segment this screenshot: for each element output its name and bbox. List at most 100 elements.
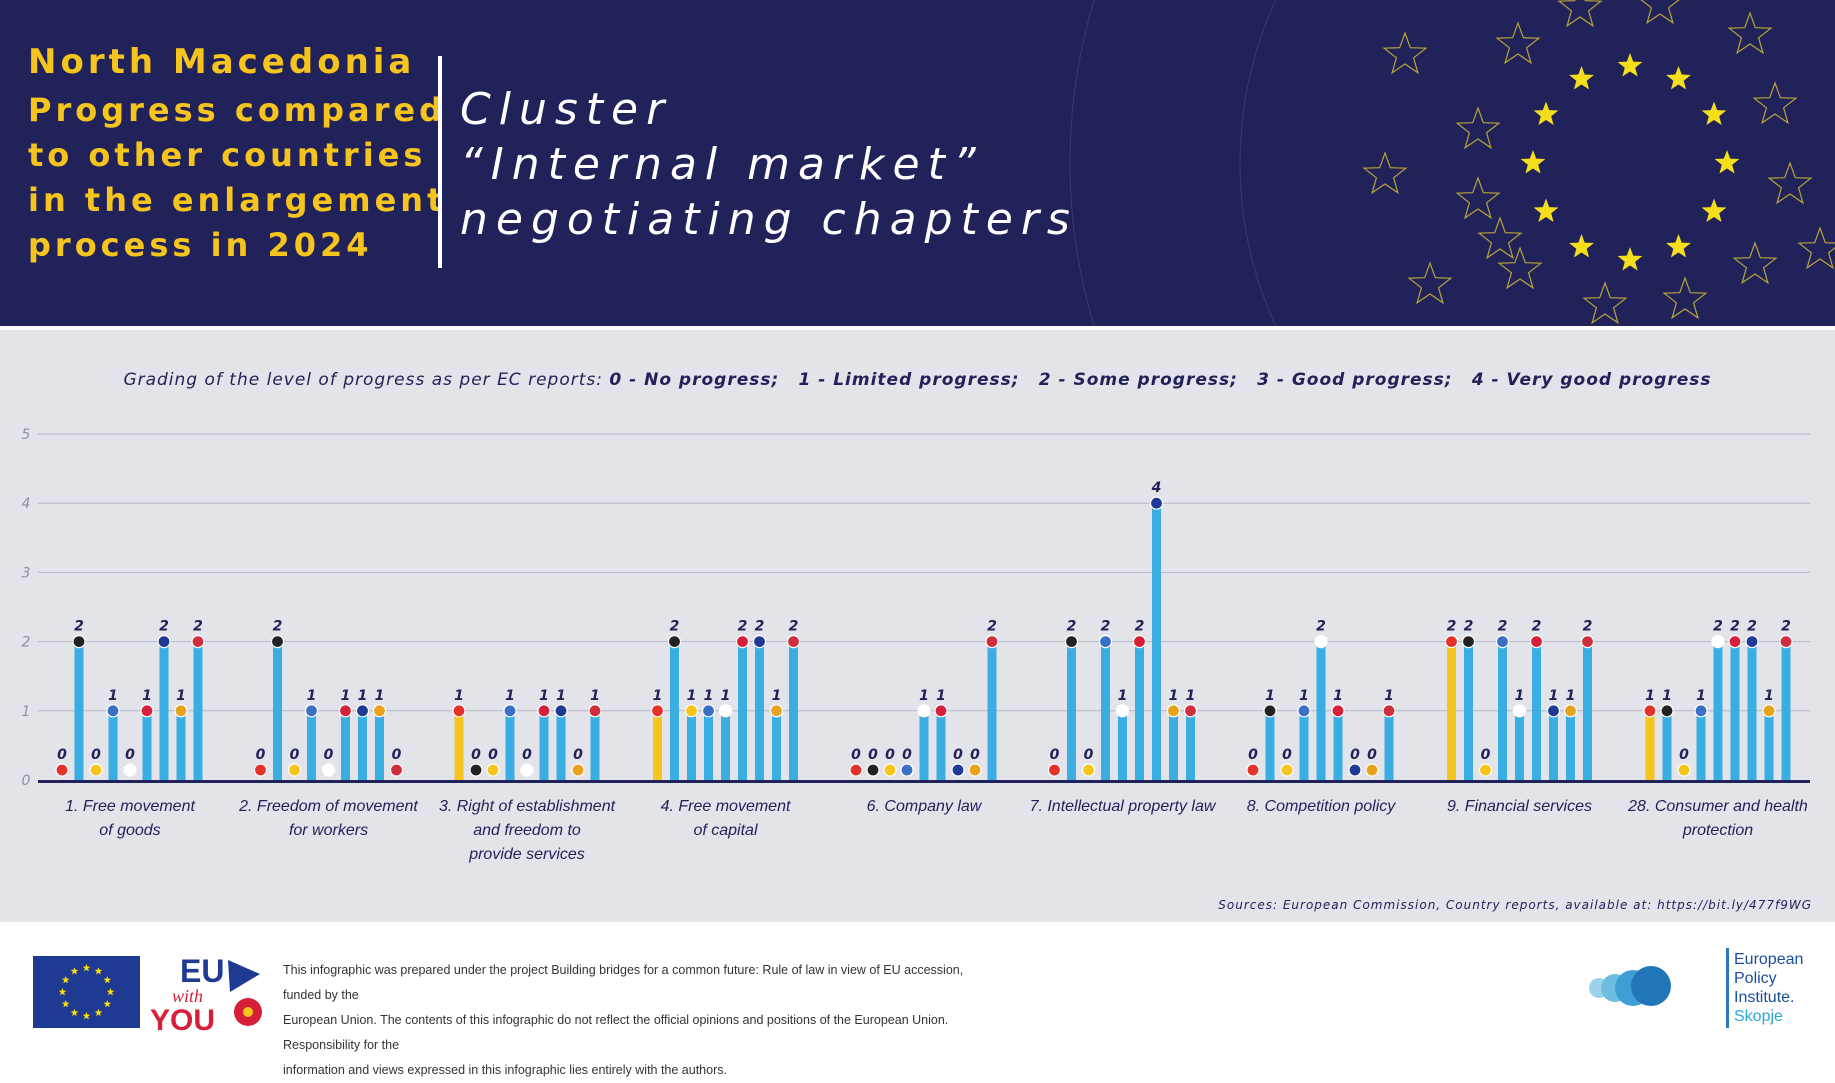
bar xyxy=(74,641,84,780)
bar xyxy=(1186,710,1195,780)
country-flag-marker xyxy=(486,763,500,777)
legend-grade-4: 4 - Very good progress xyxy=(1471,370,1712,390)
disclaimer-line: This infographic was prepared under the … xyxy=(283,963,964,1002)
bar-value-label: 0 xyxy=(125,747,135,763)
bar-value-label: 1 xyxy=(1515,688,1525,704)
bar xyxy=(1730,641,1740,780)
epi-line: European xyxy=(1734,951,1804,968)
country-flag-marker xyxy=(1132,635,1147,649)
bar xyxy=(375,710,384,780)
bar-value-label: 1 xyxy=(176,688,186,704)
bar-value-label: 1 xyxy=(556,688,566,704)
bar xyxy=(1532,641,1541,780)
country-flag-marker xyxy=(684,704,699,718)
bar-value-label: 2 xyxy=(1730,619,1740,635)
category-label: protection xyxy=(1682,822,1753,839)
bar-value-label: 0 xyxy=(953,747,963,763)
country-flag-marker xyxy=(72,635,86,649)
country-flag-marker xyxy=(1166,704,1181,718)
bar-value-label: 0 xyxy=(970,747,980,763)
country-flag-marker xyxy=(1660,704,1674,718)
country-flag-marker xyxy=(769,704,784,718)
country-flag-marker xyxy=(537,704,551,718)
euwy-you: YOU xyxy=(150,1004,215,1032)
bar-value-label: 0 xyxy=(57,747,67,763)
bar-value-label: 1 xyxy=(936,688,946,704)
country-flag-marker xyxy=(883,763,897,777)
bar-value-label: 1 xyxy=(1265,688,1275,704)
country-flag-marker xyxy=(1745,635,1759,649)
country-flag-marker xyxy=(1643,704,1657,718)
bar-value-label: 1 xyxy=(1549,688,1559,704)
legend-grade-2: 2 - Some progress; xyxy=(1038,370,1238,390)
country-flag-marker xyxy=(106,704,120,718)
outline-star-icon xyxy=(1477,216,1523,260)
bar xyxy=(1764,710,1774,780)
y-tick-label: 1 xyxy=(22,704,31,720)
bar xyxy=(1696,710,1706,780)
outline-star-icon xyxy=(1407,261,1453,305)
bar xyxy=(1299,710,1309,780)
bar-value-label: 1 xyxy=(590,688,600,704)
category-label: 7. Intellectual property law xyxy=(1030,798,1217,815)
bar-value-label: 1 xyxy=(358,688,368,704)
country-flag-marker xyxy=(667,635,682,649)
outline-star-icon xyxy=(1582,281,1628,325)
outline-star-icon xyxy=(1640,0,1680,25)
bar xyxy=(341,710,350,780)
bar-value-label: 2 xyxy=(1101,619,1111,635)
bar-value-label: 2 xyxy=(1447,619,1457,635)
category-label: 9. Financial services xyxy=(1447,798,1592,815)
bar xyxy=(1464,641,1473,780)
category-label: for workers xyxy=(289,822,368,839)
outline-star-icon xyxy=(1767,161,1813,205)
country-flag-marker xyxy=(452,704,466,718)
bar-value-label: 1 xyxy=(142,688,152,704)
country-flag-marker xyxy=(1728,635,1742,649)
euwy-with: with xyxy=(172,986,203,1006)
country-flag-marker xyxy=(89,763,103,777)
bar xyxy=(1135,641,1144,780)
country-flag-marker xyxy=(1762,704,1776,718)
grading-legend: Grading of the level of progress as per … xyxy=(0,370,1835,390)
country-flag-marker xyxy=(985,635,999,649)
bar-value-label: 0 xyxy=(1481,747,1491,763)
country-title: North Macedonia xyxy=(28,42,416,82)
bar xyxy=(919,710,929,780)
category-label: 28. Consumer and health xyxy=(1627,798,1808,815)
cluster-title: Cluster “Internal market” negotiating ch… xyxy=(460,82,1078,247)
bar xyxy=(1747,641,1757,780)
country-flag-marker xyxy=(571,763,585,777)
bar-value-label: 1 xyxy=(1333,688,1343,704)
category-label: 2. Freedom of movement xyxy=(238,798,418,815)
bar xyxy=(1781,641,1791,780)
country-flag-marker xyxy=(968,763,982,777)
bar-value-label: 0 xyxy=(1282,747,1292,763)
category-label: and freedom to xyxy=(473,822,581,839)
subtitle-line: process in 2024 xyxy=(28,226,373,264)
bar-value-label: 2 xyxy=(1135,619,1145,635)
country-flag-marker xyxy=(1711,635,1725,649)
country-flag-marker xyxy=(849,763,863,777)
country-flag-marker xyxy=(253,763,268,777)
bar-value-label: 2 xyxy=(1498,619,1508,635)
bar xyxy=(1549,710,1558,780)
country-flag-marker xyxy=(650,704,665,718)
bar-value-label: 1 xyxy=(721,688,731,704)
bar-value-label: 0 xyxy=(290,747,300,763)
bar-value-label: 2 xyxy=(670,619,680,635)
bar xyxy=(1566,710,1575,780)
bar-chart: 0 1 2 3 4 5 0 2 0 1 0 1 2 1 2 1. Free movement of goods 0… xyxy=(22,427,1810,863)
bar xyxy=(936,710,946,780)
bar-value-label: 1 xyxy=(1169,688,1179,704)
country-flag-marker xyxy=(1064,635,1079,649)
bar xyxy=(755,641,764,780)
title-divider xyxy=(438,56,442,268)
country-flag-marker xyxy=(1580,635,1595,649)
bar-value-label: 1 xyxy=(704,688,714,704)
legend-grade-1: 1 - Limited progress; xyxy=(798,370,1020,390)
country-flag-marker xyxy=(1297,704,1311,718)
outline-star-icon xyxy=(1732,241,1778,285)
bar xyxy=(193,641,203,780)
country-flag-marker xyxy=(1314,635,1328,649)
